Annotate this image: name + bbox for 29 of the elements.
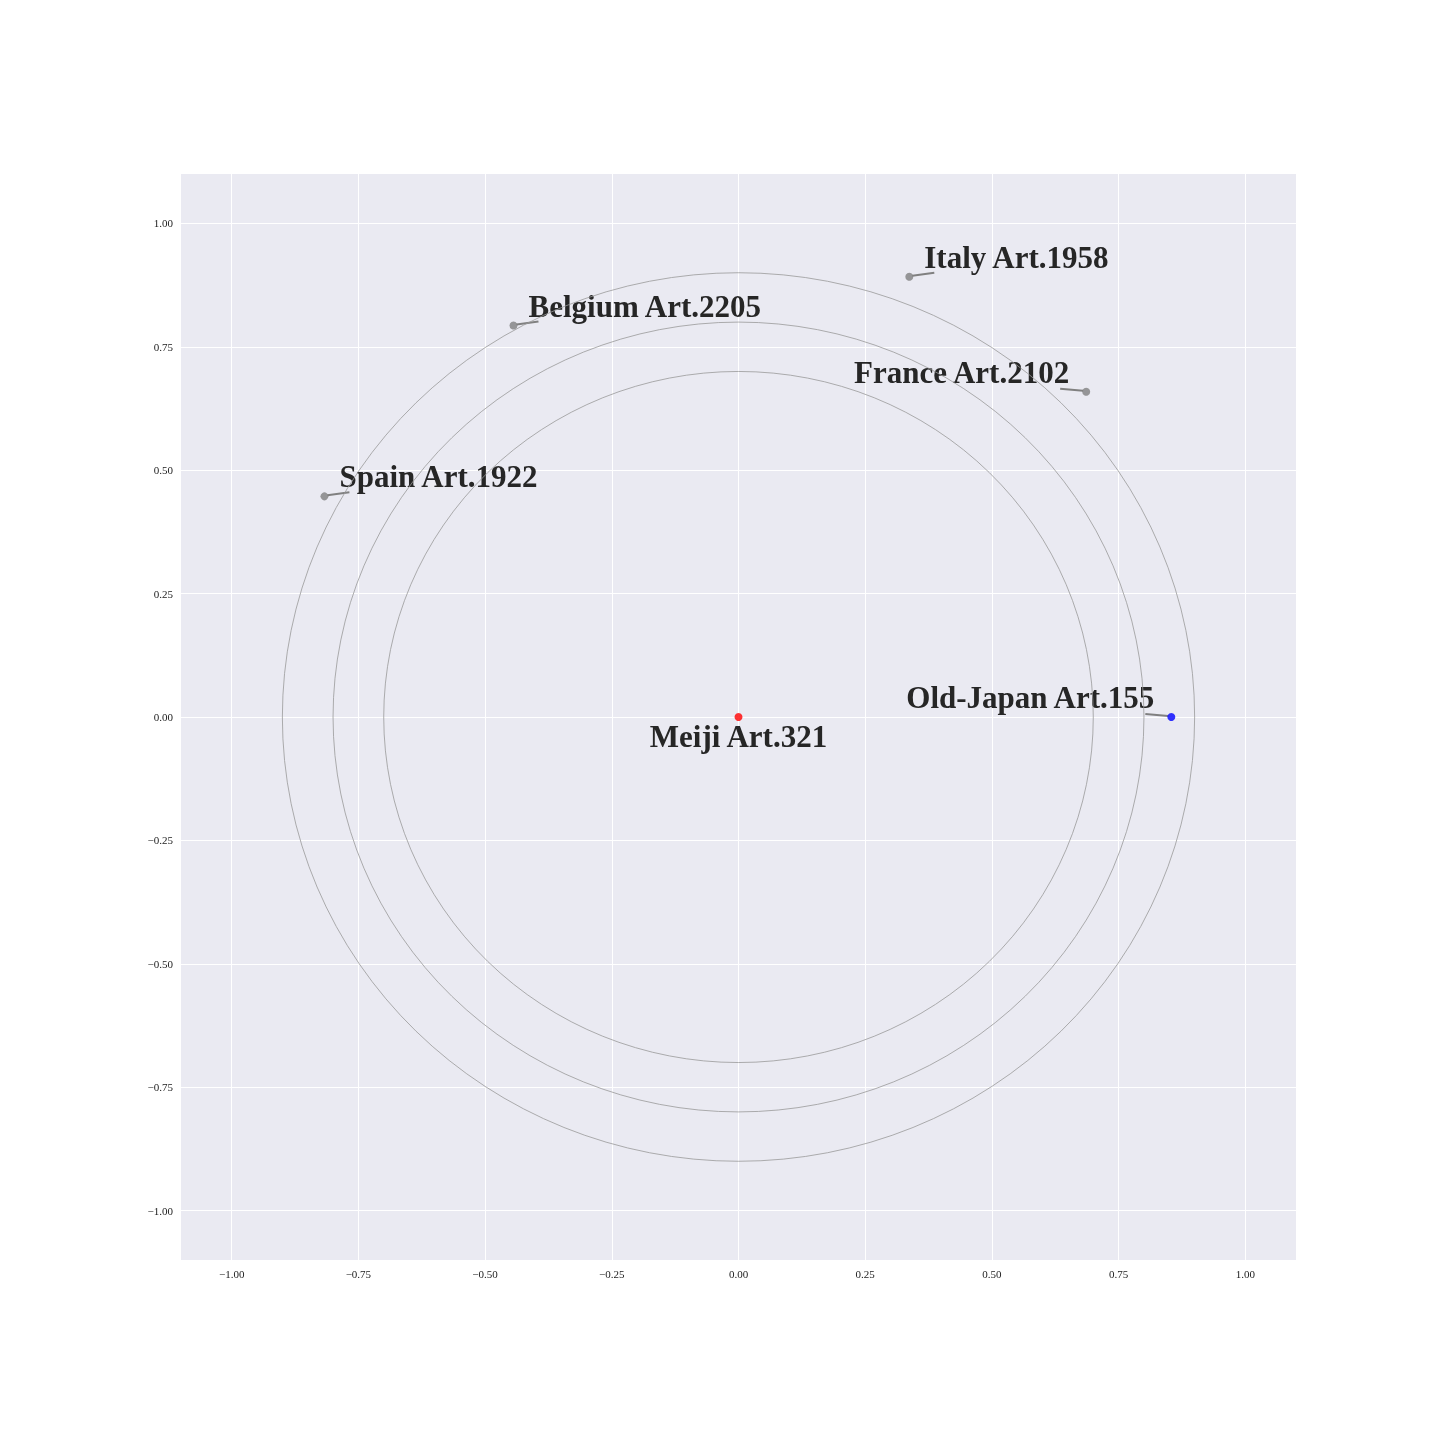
x-tick-label: 0.75	[1108, 1267, 1129, 1280]
y-tick-label: 0.50	[153, 464, 174, 477]
point	[905, 272, 914, 281]
x-tick-label: 0.25	[855, 1267, 876, 1280]
y-tick-label: −1.00	[147, 1204, 174, 1217]
x-tick-label: −1.00	[218, 1267, 245, 1280]
y-tick-label: −0.25	[147, 834, 174, 847]
y-tick-label: 0.75	[153, 340, 174, 353]
x-tick-label: 0.00	[728, 1267, 749, 1280]
x-tick-label: 0.50	[982, 1267, 1003, 1280]
annotation: France Art.2102	[853, 354, 1070, 390]
y-tick-label: −0.50	[147, 957, 174, 970]
x-tick-label: −0.50	[472, 1267, 499, 1280]
y-tick-label: 0.00	[153, 711, 174, 723]
annotation: Italy Art.1958	[924, 239, 1109, 275]
y-tick-label: 0.25	[153, 587, 174, 600]
annotation: Belgium Art.2205	[528, 288, 761, 324]
x-tick-label: −0.75	[345, 1267, 372, 1280]
annotation: Old-Japan Art.155	[906, 680, 1155, 715]
point	[1167, 713, 1176, 721]
point	[1082, 387, 1091, 396]
x-tick-label: −0.25	[599, 1267, 626, 1280]
point	[320, 492, 329, 501]
y-tick-label: −0.75	[147, 1081, 174, 1094]
x-tick-label: 1.00	[1235, 1267, 1256, 1280]
y-tick-label: 1.00	[153, 217, 174, 230]
annotation: Meiji Art.321	[649, 719, 828, 754]
annotation: Spain Art.1922	[339, 459, 538, 495]
point	[509, 321, 518, 330]
